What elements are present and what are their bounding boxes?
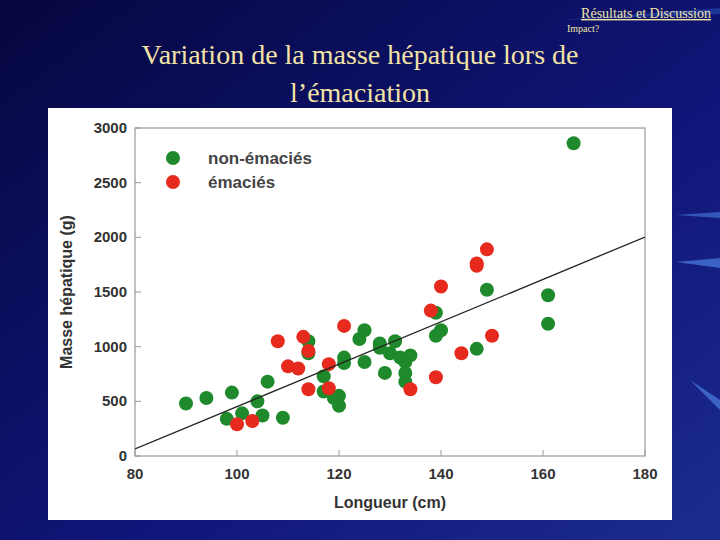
background [0,0,720,540]
tick [237,450,238,456]
subsection: Impact? [567,23,600,34]
point [454,346,468,360]
point [322,381,336,395]
point [317,369,331,383]
tick [543,450,544,456]
point [378,366,392,380]
tick [135,182,141,183]
point [337,356,351,370]
section: Résultats et Discussion [581,6,711,21]
point [276,411,290,425]
legend-label: émaciés [208,173,275,192]
plot-area [135,136,645,449]
tick [645,450,646,456]
point [480,242,494,256]
point [424,304,438,318]
point [485,329,499,343]
tick-label: 120 [326,465,351,482]
streak [676,212,720,218]
point [301,382,315,396]
point [332,399,346,413]
point [225,386,239,400]
legend-marker [166,175,180,189]
x-axis-label: Longueur (cm) [334,494,446,511]
point [403,382,417,396]
plot-frame [135,128,645,456]
tick-label: 2500 [94,174,127,191]
tick [135,456,141,457]
tick-label: 80 [127,465,144,482]
title: Variation de la masse hépatique lors del… [142,39,579,108]
tick-label: 100 [224,465,249,482]
point [358,323,372,337]
tick [135,292,141,293]
point [245,414,259,428]
point [358,355,372,369]
point [261,375,275,389]
slide: Résultats et Discussion Impact? Variation … [0,0,720,540]
tick-label: 1000 [94,338,127,355]
tick-label: 3000 [94,119,127,136]
point [403,348,417,362]
point [429,370,443,384]
point [434,323,448,337]
tick-label: 140 [428,465,453,482]
tick-label: 2000 [94,228,127,245]
tick-label: 0 [119,447,127,464]
point [291,362,305,376]
streak [676,258,720,268]
tick [135,450,136,456]
tick [135,346,141,347]
tick [441,450,442,456]
point [470,342,484,356]
point [271,334,285,348]
point [567,136,581,150]
point [541,288,555,302]
point [230,417,244,431]
point [296,330,310,344]
tick-label: 160 [530,465,555,482]
point [301,344,315,358]
point [480,283,494,297]
streak [690,380,720,410]
tick-label: 500 [102,392,127,409]
tick-label: 180 [632,465,657,482]
y-axis-label: Masse hépatique (g) [58,215,75,369]
trend-line [135,237,645,449]
legend-label: non-émaciés [208,149,312,168]
point [179,397,193,411]
tick [135,237,141,238]
legend-marker [166,151,180,165]
point [337,319,351,333]
tick [339,450,340,456]
tick [135,401,141,402]
point [470,259,484,273]
point [199,391,213,405]
tick-label: 1500 [94,283,127,300]
chart-panel [48,108,672,520]
point [434,280,448,294]
point [541,317,555,331]
tick [135,128,141,129]
